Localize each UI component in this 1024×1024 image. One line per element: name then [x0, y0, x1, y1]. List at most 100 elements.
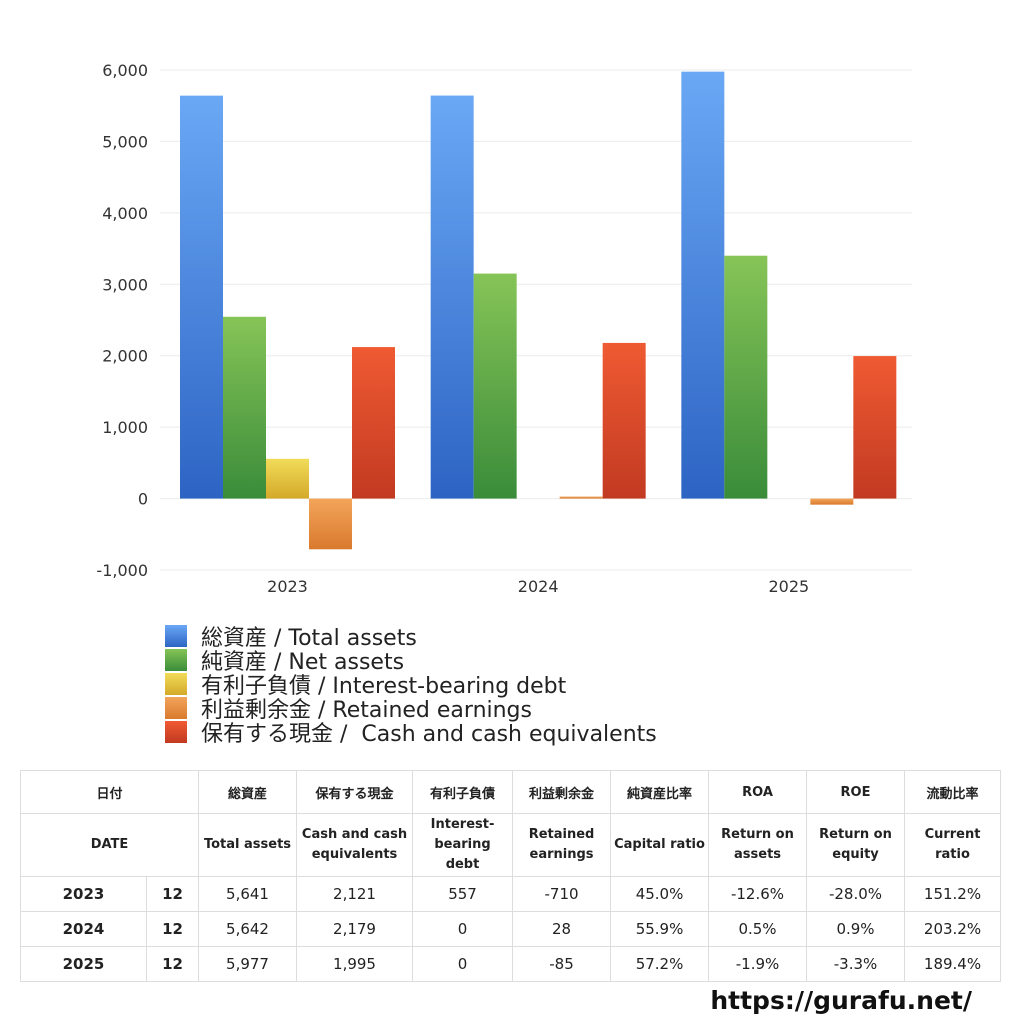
table-cell: 203.2%: [904, 911, 1002, 947]
bars: [180, 71, 897, 550]
table-cell: 57.2%: [610, 946, 710, 982]
bar: [473, 273, 517, 499]
legend-item: 保有する現金 / Cash and cash equivalents: [165, 720, 657, 747]
table-cell: 5,977: [198, 946, 298, 982]
table-cell: 0: [412, 911, 514, 947]
table-cell: 5,642: [198, 911, 298, 947]
column-header: DATE: [19, 813, 200, 877]
table-cell: -710: [512, 876, 612, 912]
table-cell: 2,179: [296, 911, 414, 947]
bar: [724, 255, 768, 499]
column-header: ROE: [806, 770, 906, 814]
table-header-ja: 日付 総資産 保有する現金 有利子負債 利益剰余金 純資産比率 ROA ROE 流動比率: [19, 770, 1002, 814]
column-header: 純資産比率: [610, 770, 710, 814]
column-header: 保有する現金: [296, 770, 414, 814]
bar: [602, 342, 646, 499]
row-month: 12: [145, 946, 200, 982]
y-tick-label: 2,000: [102, 347, 148, 366]
table-cell: 0.9%: [806, 911, 906, 947]
legend-swatch: [165, 625, 187, 647]
y-tick-label: 4,000: [102, 204, 148, 223]
table-cell: 28: [512, 911, 612, 947]
bar: [352, 347, 395, 499]
x-tick-label: 2025: [768, 577, 809, 596]
table-cell: -12.6%: [708, 876, 808, 912]
legend-item: 総資産 / Total assets: [165, 624, 657, 651]
table-cell: 55.9%: [610, 911, 710, 947]
column-header: Current ratio: [904, 813, 1002, 877]
row-year: 2025: [20, 946, 147, 982]
table-cell: 45.0%: [610, 876, 710, 912]
column-header: Capital ratio: [610, 813, 710, 877]
y-axis-ticks: 6,000 5,000 4,000 3,000 2,000 1,000 0 -1,000: [96, 61, 148, 580]
bar: [853, 356, 897, 499]
financial-table: 日付 総資産 保有する現金 有利子負債 利益剰余金 純資産比率 ROA ROE 流動比率 DAT…: [19, 770, 1002, 982]
row-month: 12: [145, 911, 200, 947]
bar-chart: 6,000 5,000 4,000 3,000 2,000 1,000 0 -1,000 20…: [96, 61, 912, 596]
table-cell: 0.5%: [708, 911, 808, 947]
column-header: Interest-bearing debt: [412, 813, 514, 877]
column-header: Return on equity: [806, 813, 906, 877]
y-tick-label: 1,000: [102, 418, 148, 437]
legend-label: 保有する現金 / Cash and cash equivalents: [201, 722, 657, 747]
bar: [309, 498, 352, 550]
column-header: 総資産: [198, 770, 298, 814]
bar: [810, 498, 854, 505]
table-cell: 0: [412, 946, 514, 982]
table-row: 2023 12 5,641 2,121 557 -710 45.0% -12.6% -28.0%…: [20, 876, 1002, 912]
table-cell: -28.0%: [806, 876, 906, 912]
legend-item: 利益剰余金 / Retained earnings: [165, 696, 657, 723]
bar: [681, 71, 725, 499]
column-header: Cash and cash equivalents: [296, 813, 414, 877]
bar: [559, 496, 603, 499]
x-tick-label: 2023: [267, 577, 308, 596]
y-tick-label: 6,000: [102, 61, 148, 80]
legend-label: 純資産 / Net assets: [201, 650, 405, 675]
column-header: 利益剰余金: [512, 770, 612, 814]
legend-label: 利益剰余金 / Retained earnings: [201, 698, 532, 723]
table-cell: 2,121: [296, 876, 414, 912]
table-cell: 1,995: [296, 946, 414, 982]
legend-swatch: [165, 721, 187, 743]
bar: [180, 95, 223, 499]
bar: [223, 316, 266, 499]
table-cell: -1.9%: [708, 946, 808, 982]
legend-item: 有利子負債 / Interest-bearing debt: [165, 672, 657, 699]
bar: [430, 95, 474, 499]
legend-label: 総資産 / Total assets: [201, 626, 417, 651]
column-header: Return on assets: [708, 813, 808, 877]
row-year: 2023: [20, 876, 147, 912]
table-cell: 557: [412, 876, 514, 912]
table-cell: -85: [512, 946, 612, 982]
table-cell: 189.4%: [904, 946, 1002, 982]
row-year: 2024: [20, 911, 147, 947]
table-cell: 151.2%: [904, 876, 1002, 912]
column-header: Retained earnings: [512, 813, 612, 877]
site-url: https://gurafu.net/: [710, 986, 972, 1015]
column-header: ROA: [708, 770, 808, 814]
bar: [266, 458, 309, 499]
x-axis-ticks: 2023 2024 2025: [267, 577, 809, 596]
x-tick-label: 2024: [518, 577, 559, 596]
y-tick-label: -1,000: [96, 561, 148, 580]
chart-legend: 総資産 / Total assets 純資産 / Net assets 有利子負債 …: [165, 624, 657, 747]
table-cell: 5,641: [198, 876, 298, 912]
column-header: 流動比率: [904, 770, 1002, 814]
legend-swatch: [165, 673, 187, 695]
y-tick-label: 5,000: [102, 132, 148, 151]
table-header-en: DATE Total assets Cash and cash equivalents…: [19, 813, 1002, 877]
column-header: 有利子負債: [412, 770, 514, 814]
y-tick-label: 3,000: [102, 275, 148, 294]
table-cell: -3.3%: [806, 946, 906, 982]
table-row: 2024 12 5,642 2,179 0 28 55.9% 0.5% 0.9% 203.2%: [20, 911, 1002, 947]
column-header: 日付: [19, 770, 200, 814]
legend-label: 有利子負債 / Interest-bearing debt: [201, 674, 567, 699]
legend-swatch: [165, 649, 187, 671]
row-month: 12: [145, 876, 200, 912]
y-tick-label: 0: [138, 490, 148, 509]
grid-lines: [160, 69, 912, 571]
table-row: 2025 12 5,977 1,995 0 -85 57.2% -1.9% -3.3% 189.4…: [20, 946, 1002, 982]
column-header: Total assets: [198, 813, 298, 877]
legend-item: 純資産 / Net assets: [165, 648, 657, 675]
legend-swatch: [165, 697, 187, 719]
